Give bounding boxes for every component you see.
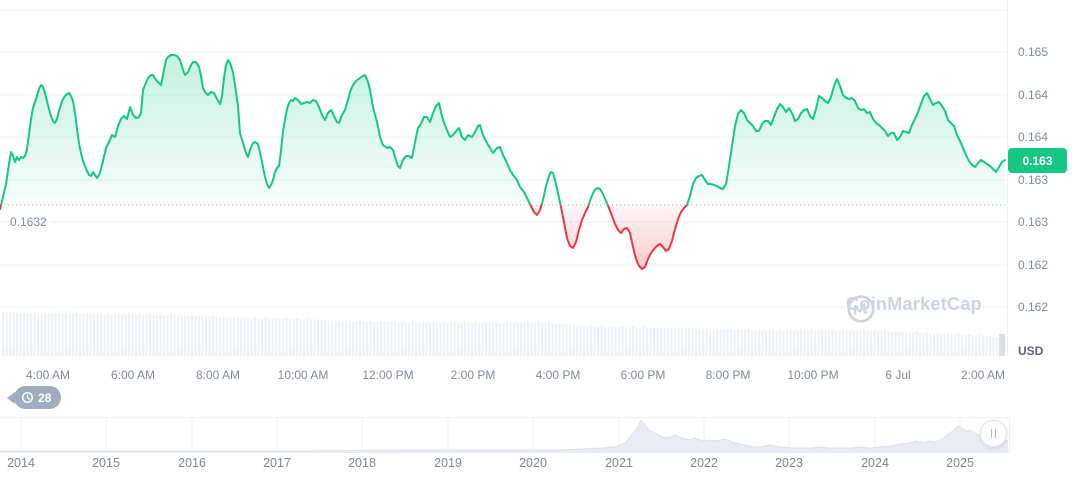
minimap-year-label: 2014 <box>7 456 35 470</box>
x-axis-tick-label: 6 Jul <box>885 368 911 382</box>
x-axis-tick-label: 4:00 AM <box>25 368 71 382</box>
minimap-year-label: 2025 <box>946 456 974 470</box>
minimap-year-label: 2023 <box>775 456 803 470</box>
minimap-year-label: 2018 <box>348 456 376 470</box>
x-axis-tick-label: 6:00 PM <box>620 368 666 382</box>
range-brush-handle[interactable] <box>980 420 1007 447</box>
y-axis-tick-label: 0.165 <box>1018 45 1049 59</box>
history-clock-icon <box>21 391 34 404</box>
x-axis: 4:00 AM 6:00 AM 8:00 AM 10:00 AM 12:00 PM 2:0… <box>0 358 1007 388</box>
x-axis-tick-label: 8:00 AM <box>195 368 241 382</box>
range-selector-minimap[interactable] <box>0 417 1010 453</box>
price-chart-svg[interactable] <box>0 0 1007 358</box>
baseline-value-label: 0.1632 <box>10 215 51 229</box>
x-axis-tick-label: 8:00 PM <box>705 368 751 382</box>
y-axis-tick-label: 0.164 <box>1018 88 1049 102</box>
x-axis-tick-label: 10:00 AM <box>277 368 329 382</box>
y-axis-tick-label: 0.162 <box>1018 300 1049 314</box>
coinmarketcap-logo-icon <box>847 295 875 323</box>
x-axis-tick-label: 4:00 PM <box>535 368 581 382</box>
minimap-year-label: 2017 <box>263 456 291 470</box>
x-axis-tick-label: 12:00 PM <box>362 368 414 382</box>
minimap-year-label: 2022 <box>690 456 718 470</box>
history-count-value: 28 <box>38 390 52 405</box>
y-axis-tick-label: 0.162 <box>1018 258 1049 272</box>
y-axis-tick-label: 0.163 <box>1018 215 1049 229</box>
watermark-text: CoinMarketCap <box>846 294 982 314</box>
minimap-year-label: 2015 <box>92 456 120 470</box>
x-axis-tick-label: 2:00 PM <box>450 368 496 382</box>
watermark-link[interactable]: CoinMarketCap <box>846 294 982 323</box>
price-chart-canvas[interactable]: 0.1632 CoinMarketCap <box>0 0 1007 358</box>
history-count-badge[interactable]: 28 <box>6 386 62 409</box>
y-axis-tick-label: 0.163 <box>1018 173 1049 187</box>
minimap-svg[interactable] <box>0 418 1010 453</box>
y-axis-tick-label: 0.164 <box>1018 130 1049 144</box>
minimap-year-label: 2021 <box>605 456 633 470</box>
y-axis: USD 0.165 0.164 0.164 0.163 0.163 0.162 0.162 <box>1007 0 1072 358</box>
x-axis-tick-label: 10:00 PM <box>787 368 839 382</box>
handle-grip-bar <box>994 429 997 438</box>
minimap-year-label: 2019 <box>434 456 462 470</box>
current-price-badge: 0.163 <box>1008 148 1067 173</box>
handle-grip-bar <box>990 429 993 438</box>
minimap-year-label: 2020 <box>519 456 547 470</box>
minimap-year-label: 2024 <box>861 456 889 470</box>
x-axis-tick-label: 6:00 AM <box>110 368 156 382</box>
minimap-year-axis: 2014 2015 2016 2017 2018 2019 2020 2021 2022 2023… <box>0 456 1010 476</box>
currency-unit-label: USD <box>1018 344 1044 358</box>
x-axis-tick-label: 2:00 AM <box>960 368 1006 382</box>
minimap-year-label: 2016 <box>178 456 206 470</box>
